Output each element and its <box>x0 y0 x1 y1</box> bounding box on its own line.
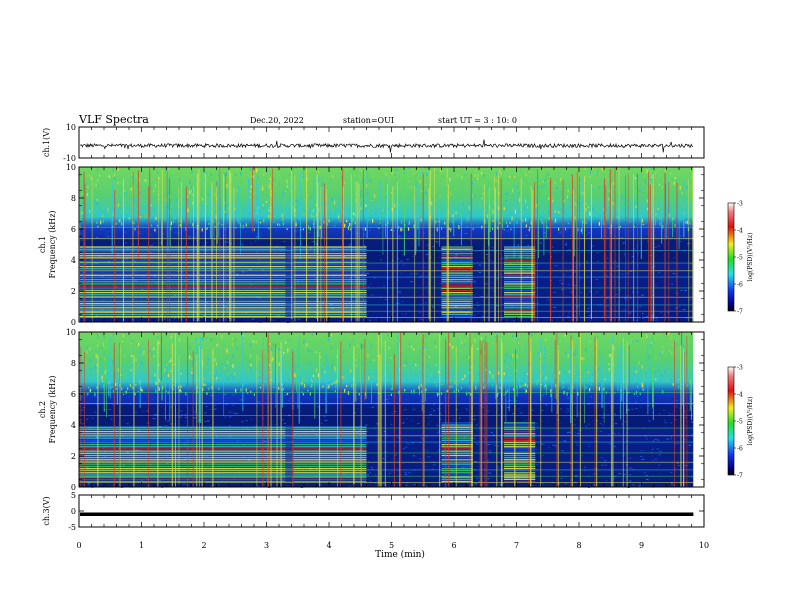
ch1-spectrogram-sferics <box>78 167 694 322</box>
ch3-ytick-5: 5 <box>71 491 76 500</box>
ch2-spectrogram-panel: 0 2 4 6 8 10 ch.2 Frequency (kHz) <box>38 328 705 492</box>
ch1-voltage-trace <box>79 139 694 153</box>
xtick-5: 5 <box>389 541 394 550</box>
ch1-spectrogram-ylabel-channel: ch.1 <box>38 236 47 253</box>
ch2-spectrogram-ytick-2: 2 <box>71 452 76 461</box>
xtick-6: 6 <box>451 541 456 550</box>
ch1-spectrogram-ytick-8: 8 <box>71 194 76 203</box>
ch3-ytick--5: -5 <box>68 523 76 532</box>
ch2-colorbar-tick--3: -3 <box>737 365 743 372</box>
ch1-ytick-bottom: -10 <box>63 154 76 163</box>
xtick-8: 8 <box>576 541 581 550</box>
ch1-colorbar-tick--4: -4 <box>737 228 743 235</box>
ch3-ylabel: ch.3(V) <box>42 496 51 525</box>
ch2-colorbar-bar <box>727 366 735 476</box>
ch1-colorbar-tick--3: -3 <box>737 201 743 208</box>
ch1-spectrogram-panel: 0 2 4 6 8 10 ch.1 Frequency (kHz) <box>38 163 705 327</box>
xtick-10: 10 <box>699 541 709 550</box>
ch1-spectrogram-ytick-0: 0 <box>71 318 76 327</box>
xtick-1: 1 <box>139 541 144 550</box>
ch1-voltage-panel: 10 -10 ch.1(V) <box>42 123 705 163</box>
start-ut-label: start UT = 3 : 10: 0 <box>438 116 517 125</box>
ch2-spectrogram-sferics <box>80 332 692 487</box>
ch1-spectrogram-ytick-10: 10 <box>66 163 76 172</box>
station-label: station=OUI <box>343 116 394 125</box>
ch2-colorbar-tick--4: -4 <box>737 392 743 399</box>
xtick-3: 3 <box>264 541 269 550</box>
xtick-7: 7 <box>514 541 519 550</box>
xtick-0: 0 <box>76 541 81 550</box>
ch1-ytick-top: 10 <box>66 123 76 132</box>
ch2-spectrogram-ylabel-channel: ch.2 <box>38 401 47 418</box>
ch1-ylabel: ch.1(V) <box>42 128 51 157</box>
ch2-colorbar-label: log(PSD)(V²/Hz) <box>747 397 754 446</box>
ch1-colorbar-label: log(PSD)(V²/Hz) <box>747 233 754 282</box>
ch1-colorbar-bar <box>727 202 735 312</box>
ch2-spectrogram-ytick-4: 4 <box>71 421 76 430</box>
xtick-9: 9 <box>639 541 644 550</box>
x-axis-label: Time (min) <box>375 549 425 560</box>
ch2-colorbar-tick--5: -5 <box>737 419 743 426</box>
xtick-4: 4 <box>326 541 331 550</box>
figure-title: VLF Spectra <box>78 113 149 126</box>
time-axis: 0 1 2 3 4 5 6 7 8 9 10 <box>76 541 709 550</box>
ch1-spectrogram-ytick-2: 2 <box>71 287 76 296</box>
ch2-spectrogram-ytick-0: 0 <box>71 483 76 492</box>
ch1-spectrogram-ylabel-frequency: Frequency (kHz) <box>48 210 57 278</box>
ch2-colorbar-tick--6: -6 <box>737 446 743 453</box>
ch2-spectrogram-ytick-6: 6 <box>71 390 76 399</box>
ch1-spectrogram-ytick-4: 4 <box>71 256 76 265</box>
ch2-spectrogram-ylabel-frequency: Frequency (kHz) <box>48 375 57 443</box>
ch3-ytick-0: 0 <box>71 507 76 516</box>
ch1-colorbar: -3 -4 -5 -6 -7 log(PSD)(V²/Hz) <box>727 201 754 316</box>
ch1-colorbar-tick--6: -6 <box>737 282 743 289</box>
ch1-colorbar-tick--5: -5 <box>737 255 743 262</box>
ch2-spectrogram-interference-lines <box>79 392 694 483</box>
ch1-spectrogram-emission-segment-2 <box>441 246 473 318</box>
ch1-spectrogram-ytick-6: 6 <box>71 225 76 234</box>
ch2-spectrogram-ytick-8: 8 <box>71 359 76 368</box>
ch2-colorbar-tick--7: -7 <box>737 473 743 480</box>
ch2-spectrogram-emission-segment-2 <box>441 422 473 483</box>
ch1-colorbar-tick--7: -7 <box>737 309 743 316</box>
date-label: Dec.20, 2022 <box>250 116 304 125</box>
ch3-voltage-panel: 5 0 -5 ch.3(V) <box>42 491 705 532</box>
ch2-colorbar: -3 -4 -5 -6 -7 log(PSD)(V²/Hz) <box>727 365 754 480</box>
ch2-spectrogram-ytick-10: 10 <box>66 328 76 337</box>
ch1-spectrogram-emission-segment-3 <box>504 246 536 318</box>
xtick-2: 2 <box>201 541 206 550</box>
